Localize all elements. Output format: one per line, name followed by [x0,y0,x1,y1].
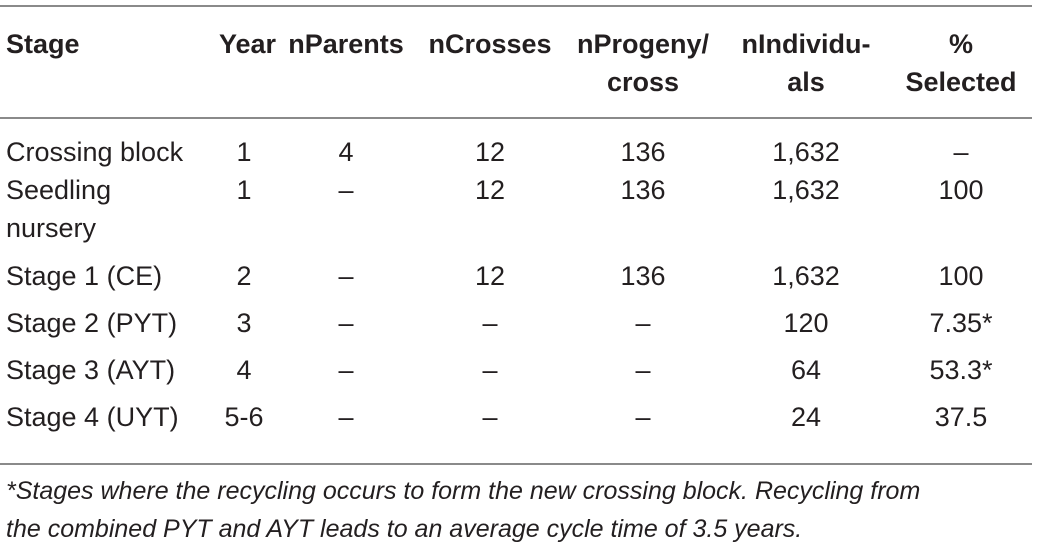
header-stage-label: Stage [6,29,80,59]
cell-nprogeny: – [635,355,651,385]
header-nprogeny: nProgeny/ cross [564,6,722,117]
cell-ncrosses: 12 [474,261,506,291]
header-ncrosses: nCrosses [416,6,564,117]
cell-ncrosses: – [482,355,498,385]
header-selected-line1: % [948,29,973,59]
cell-selected: – [953,137,969,167]
header-nparents-label: nParents [288,29,404,59]
header-selected: % Selected [890,6,1032,117]
cell-year: 1 [236,137,252,167]
table-row: Stage 3 (AYT) 4 – – – 64 53.3* [0,351,1032,398]
cell-ncrosses: 12 [474,175,506,205]
cell-ncrosses: 12 [474,137,506,167]
cell-stage: Stage 2 (PYT) [6,308,178,338]
cell-ncrosses: – [482,308,498,338]
table-row: Stage 2 (PYT) 3 – – – 120 7.35* [0,304,1032,351]
cell-nprogeny: 136 [620,261,666,291]
cell-nindividuals: 64 [790,355,822,385]
cell-nindividuals: 120 [783,308,829,338]
cell-nparents: – [338,261,354,291]
header-ncrosses-label: nCrosses [428,29,552,59]
cell-nprogeny: – [635,402,651,432]
cell-stage: Stage 4 (UYT) [6,402,179,432]
cell-stage: Stage 3 (AYT) [6,355,176,385]
cell-selected: 7.35* [929,308,993,338]
header-nprogeny-line1: nProgeny/ [576,29,710,59]
cell-selected: 100 [938,175,984,205]
breeding-stages-table: Stage Year nParents nCrosses nProgeny/ c… [0,6,1032,445]
cell-nparents: – [338,402,354,432]
table-row: Seedling nursery 1 – 12 136 1,632 100 [0,171,1032,257]
header-year: Year [212,6,276,117]
cell-selected: 100 [938,261,984,291]
cell-nprogeny: 136 [620,175,666,205]
cell-year: 2 [236,261,252,291]
header-nprogeny-line2: cross [606,67,680,97]
cell-nindividuals: 24 [790,402,822,432]
table-row: Stage 4 (UYT) 5-6 – – – 24 37.5 [0,398,1032,445]
header-year-label: Year [218,29,276,59]
table-body: Crossing block 1 4 12 136 1,632 – Seedli… [0,117,1032,445]
footnote-line1: *Stages where the recycling occurs to fo… [6,477,921,505]
table-footnote: *Stages where the recycling occurs to fo… [6,472,1036,548]
cell-nparents: – [338,355,354,385]
table-row: Crossing block 1 4 12 136 1,632 – [0,117,1032,171]
cell-nprogeny: 136 [620,137,666,167]
cell-stage-line1: Seedling [6,175,112,205]
cell-nparents: – [338,308,354,338]
cell-nindividuals: 1,632 [772,261,840,291]
footnote-line2: the combined PYT and AYT leads to an ave… [6,515,803,543]
cell-nprogeny: – [635,308,651,338]
cell-stage: Stage 1 (CE) [6,261,163,291]
cell-nparents: – [338,175,354,205]
table-header: Stage Year nParents nCrosses nProgeny/ c… [0,6,1032,117]
header-nindividuals-line2: als [787,67,825,97]
cell-year: 3 [236,308,252,338]
cell-stage: Seedling nursery [0,171,212,257]
table-header-rule [0,117,1032,119]
header-nindividuals: nIndividu- als [722,6,890,117]
header-row: Stage Year nParents nCrosses nProgeny/ c… [0,6,1032,117]
cell-nindividuals: 1,632 [772,175,840,205]
cell-stage: Crossing block [6,137,184,167]
cell-selected: 37.5 [934,402,988,432]
cell-stage-line2: nursery [6,213,97,243]
cell-nindividuals: 1,632 [772,137,840,167]
table-row: Stage 1 (CE) 2 – 12 136 1,632 100 [0,257,1032,304]
header-nparents: nParents [276,6,416,117]
header-nindividuals-line1: nIndividu- [741,29,871,59]
table-top-rule [0,5,1032,7]
header-selected-line2: Selected [905,67,1017,97]
cell-year: 1 [236,175,252,205]
cell-year: 4 [236,355,252,385]
header-stage: Stage [0,6,212,117]
cell-ncrosses: – [482,402,498,432]
table-bottom-rule [0,463,1032,465]
cell-nparents: 4 [338,137,354,167]
cell-year: 5-6 [224,402,264,432]
cell-selected: 53.3* [929,355,993,385]
